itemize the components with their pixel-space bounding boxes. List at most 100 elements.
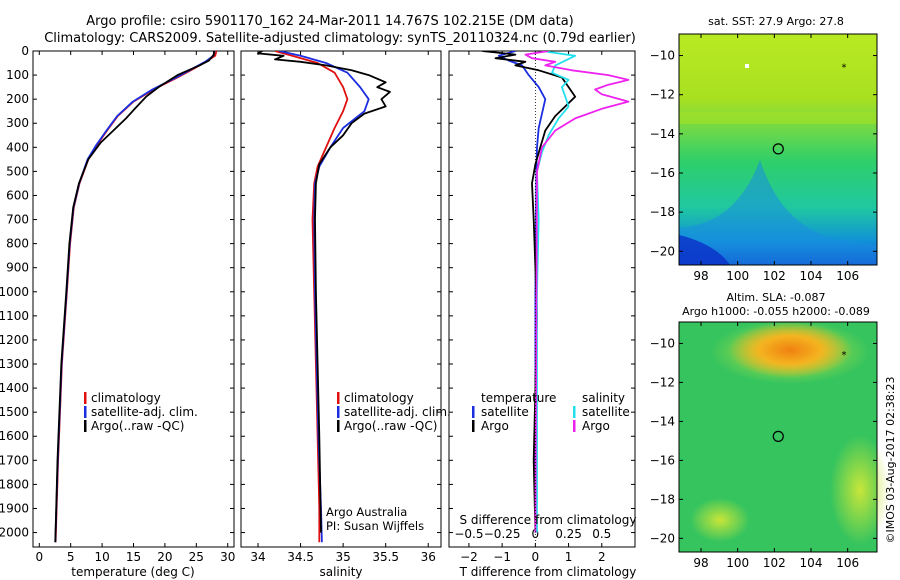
sst-cloud-pixel <box>745 64 749 68</box>
temperature-series <box>54 51 218 543</box>
header-line2: Climatology: CARS2009. Satellite-adjuste… <box>44 31 636 46</box>
salinity-series <box>257 51 391 543</box>
legend-label-satellite: satellite-adj. clim. <box>91 405 198 419</box>
sla-warm-anomaly <box>728 322 852 378</box>
legend-label-sal-argo: Argo <box>582 419 610 433</box>
depth-tick-label: 1900 <box>0 501 29 515</box>
series-line-sal_satellite <box>536 51 577 533</box>
difference-series <box>482 51 630 533</box>
depth-tick-label: 1300 <box>0 357 29 371</box>
series-line-argo <box>257 51 391 533</box>
series-line-climatology <box>54 51 218 543</box>
legend-label-argo: Argo(..raw -QC) <box>344 419 437 433</box>
sst-cold-plume <box>679 160 877 265</box>
x-tick-label: 35.5 <box>372 550 399 564</box>
legend-label-temp-satellite: satellite <box>481 405 529 419</box>
temperature-axes <box>32 50 235 548</box>
map-x-tick-label: 106 <box>836 269 859 283</box>
sla-map-subtitle: Argo h1000: -0.055 h2000: -0.089 <box>682 305 870 318</box>
difference-xlabel: T difference from climatology <box>459 565 637 579</box>
legend-swatch-temp-satellite <box>472 406 475 418</box>
map-y-tick-label: −14 <box>650 414 675 428</box>
argo-position-marker <box>772 430 784 442</box>
difference-x-axis: −2 −1 0 1 2−0.5 −0.25 0 0.25 0.5 <box>454 51 611 564</box>
x-tick-label: 0 <box>35 550 43 564</box>
temperature-x-axis: 0 5 10 15 20 25 30 <box>35 51 235 564</box>
legend-label-climatology: climatology <box>344 391 414 405</box>
x-tick-label: 25 <box>189 550 204 564</box>
legend-title-temperature: temperature <box>481 391 556 405</box>
sst-map-title: sat. SST: 27.9 Argo: 27.8 <box>708 15 844 28</box>
argo-position-marker <box>772 143 784 155</box>
depth-tick-label: 1400 <box>0 381 29 395</box>
sla-map-axes <box>678 321 878 553</box>
depth-tick-label: 1500 <box>0 405 29 419</box>
depth-tick-label: 500 <box>6 164 29 178</box>
depth-tick-label: 400 <box>6 140 29 154</box>
depth-tick-label: 100 <box>6 68 29 82</box>
depth-tick-label: 600 <box>6 188 29 202</box>
map-y-tick-label: −12 <box>650 88 675 102</box>
legend-label-temp-argo: Argo <box>481 419 509 433</box>
series-line-satellite <box>54 51 216 543</box>
star-marker: * <box>842 350 847 361</box>
depth-tick-label: 2000 <box>0 526 29 540</box>
x-tick-label: 36 <box>421 550 436 564</box>
difference-legend: temperature salinity satellite Argo sate… <box>472 391 630 433</box>
legend-label-satellite: satellite-adj. clim. <box>344 405 451 419</box>
s-tick-label: −0.5 <box>454 527 483 541</box>
map-x-tick-label: 100 <box>726 269 749 283</box>
depth-tick-label: 1700 <box>0 453 29 467</box>
depth-axis: 0 100 200 300 400 500 600 700 800 900 1000 1100 1200… <box>0 44 635 540</box>
map-markers: ** <box>772 62 847 442</box>
salinity-axes <box>240 50 442 548</box>
temperature-xlabel: temperature (deg C) <box>71 565 194 579</box>
x-tick-label: −1 <box>493 550 511 564</box>
legend-swatch-sal-argo <box>573 420 576 432</box>
legend-title-salinity: salinity <box>582 391 625 405</box>
series-line-temp_argo <box>482 51 577 533</box>
map-y-tick-label: −12 <box>650 375 675 389</box>
map-x-tick-label: 102 <box>763 269 786 283</box>
depth-tick-label: 1200 <box>0 333 29 347</box>
map-x-tick-label: 102 <box>763 556 786 570</box>
map-y-tick-label: −18 <box>650 205 675 219</box>
depth-tick-label: 700 <box>6 213 29 227</box>
sst-map-axes <box>678 33 878 266</box>
x-tick-label: −2 <box>460 550 478 564</box>
x-tick-label: 0 <box>532 550 540 564</box>
x-tick-label: 34 <box>250 550 265 564</box>
legend-label-sal-satellite: satellite <box>582 405 630 419</box>
sst-map <box>679 34 877 265</box>
map-y-tick-label: −20 <box>650 244 675 258</box>
map-y-tick-label: −10 <box>650 49 675 63</box>
legend-swatch-temp-argo <box>472 420 475 432</box>
difference-xlabel2: S difference from climatology <box>460 513 637 527</box>
map-x-tick-label: 100 <box>726 556 749 570</box>
x-tick-label: 15 <box>126 550 141 564</box>
x-tick-label: 34.5 <box>287 550 314 564</box>
map-y-tick-label: −16 <box>650 453 675 467</box>
series-line-sal_argo <box>524 51 630 533</box>
legend-label-argo: Argo(..raw -QC) <box>91 419 184 433</box>
depth-tick-label: 200 <box>6 92 29 106</box>
legend-swatch-argo <box>84 420 87 432</box>
series-line-climatology <box>274 51 349 543</box>
x-tick-label: 20 <box>157 550 172 564</box>
temperature-legend: climatology satellite-adj. clim. Argo(..… <box>84 391 198 433</box>
star-marker: * <box>842 62 847 73</box>
series-line-satellite <box>279 51 370 543</box>
map-x-tick-label: 106 <box>836 556 859 570</box>
imos-timestamp: ©IMOS 03-Aug-2017 02:38:23 <box>884 377 897 544</box>
map-x-tick-label: 98 <box>693 556 708 570</box>
map-y-tick-label: −20 <box>650 531 675 545</box>
depth-tick-label: 1100 <box>0 309 29 323</box>
legend-swatch-climatology <box>84 392 87 404</box>
legend-swatch-argo <box>337 420 340 432</box>
map-y-tick-label: −18 <box>650 492 675 506</box>
s-tick-label: −0.25 <box>484 527 521 541</box>
x-tick-label: 10 <box>94 550 109 564</box>
depth-tick-label: 300 <box>6 116 29 130</box>
depth-tick-label: 0 <box>21 44 29 58</box>
